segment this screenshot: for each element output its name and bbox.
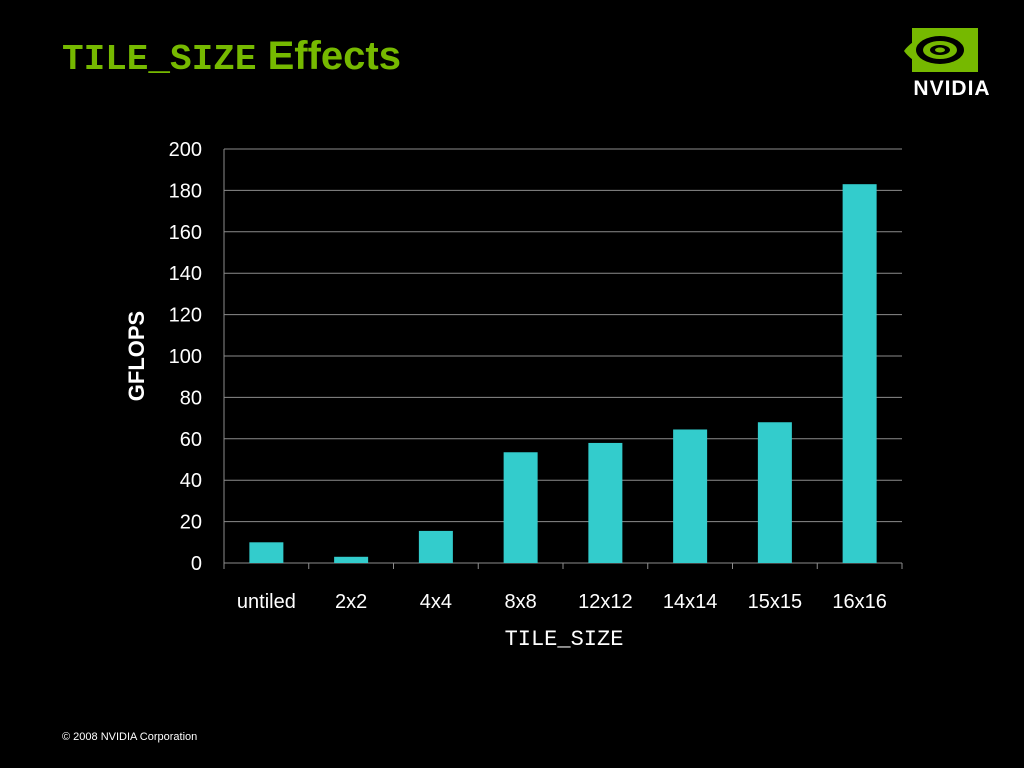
- bar-14x14: [673, 429, 708, 563]
- bar-2x2: [334, 556, 369, 563]
- x-axis-label: TILE_SIZE: [505, 627, 624, 652]
- bar-15x15: [757, 422, 792, 563]
- y-tick-label: 80: [180, 387, 202, 409]
- x-tick-label: 4x4: [420, 591, 452, 613]
- y-tick-label: 200: [169, 139, 202, 161]
- nvidia-wordmark: NVIDIA: [913, 77, 991, 100]
- bar-12x12: [588, 442, 623, 563]
- y-tick-label: 60: [180, 429, 202, 451]
- y-tick-label: 20: [180, 512, 202, 534]
- y-tick-label: 140: [169, 263, 202, 285]
- bar-4x4: [418, 530, 453, 563]
- bar-16x16: [842, 184, 877, 563]
- x-tick-label: 2x2: [335, 591, 367, 613]
- nvidia-eye-icon: [904, 28, 978, 72]
- slide-title-code: TILE_SIZE: [62, 39, 257, 80]
- y-tick-label: 40: [180, 470, 202, 492]
- copyright-footer: © 2008 NVIDIA Corporation: [62, 731, 198, 743]
- y-axis-label: GFLOPS: [124, 311, 149, 401]
- y-tick-label: 120: [169, 305, 202, 327]
- bar-chart: 0 20 40 60 80 100 120 140 160 180 200 untiled 2x2 4x4…: [124, 139, 903, 652]
- bar-untiled: [249, 542, 284, 563]
- y-tick-label: 100: [169, 346, 202, 368]
- y-tick-label: 180: [169, 180, 202, 202]
- y-tick-label: 0: [191, 553, 202, 575]
- slide-title-text: Effects: [267, 34, 401, 78]
- x-tick-label: 8x8: [505, 591, 537, 613]
- x-tick-label: 12x12: [578, 591, 633, 613]
- nvidia-logo: NVIDIA: [900, 24, 1004, 104]
- x-tick-label: 14x14: [663, 591, 718, 613]
- x-tick-label: untiled: [237, 591, 296, 613]
- slide-title: TILE_SIZE Effects: [62, 36, 401, 78]
- x-tick-label: 15x15: [748, 591, 803, 613]
- y-tick-label: 160: [169, 222, 202, 244]
- x-tick-label: 16x16: [832, 591, 887, 613]
- bar-8x8: [503, 452, 538, 563]
